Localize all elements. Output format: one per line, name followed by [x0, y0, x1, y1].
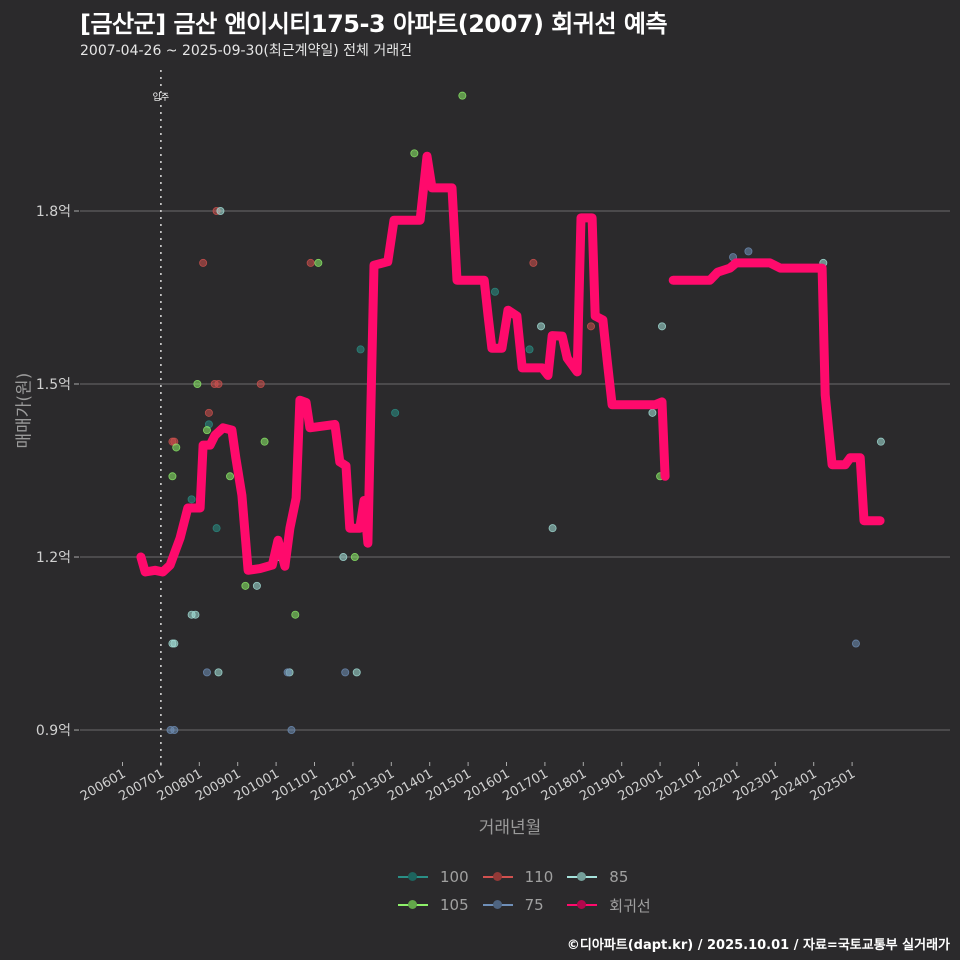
legend-swatch-icon — [482, 898, 513, 912]
point-110 — [529, 258, 538, 267]
point-110 — [256, 380, 265, 389]
legend-label: 100 — [440, 868, 469, 886]
point-105 — [314, 258, 323, 267]
point-100 — [525, 345, 534, 354]
scatter-points — [166, 91, 885, 735]
legend-item-85: 85 — [567, 866, 650, 888]
x-axis-label: 거래년월 — [478, 818, 542, 838]
footer-credit: ©디아파트(dapt.kr) / 2025.10.01 / 자료=국토교통부 실… — [566, 938, 950, 953]
regression-line-segment — [136, 151, 670, 577]
legend-item-회귀선: 회귀선 — [567, 894, 651, 916]
legend-item-75: 75 — [482, 894, 554, 916]
y-tick-label: 1.2억 — [36, 550, 71, 566]
point-85 — [352, 668, 361, 677]
move-in-annotation: 입주 — [153, 70, 170, 766]
point-105 — [172, 443, 181, 452]
point-110 — [306, 258, 315, 267]
legend-label: 110 — [524, 868, 554, 886]
legend-label: 회귀선 — [609, 896, 651, 915]
point-105 — [202, 426, 211, 435]
point-75 — [202, 668, 211, 677]
gridlines — [80, 210, 950, 731]
point-105 — [410, 149, 419, 158]
y-tick-label: 0.9억 — [36, 723, 71, 739]
point-85 — [548, 524, 557, 533]
legend-swatch-icon — [398, 870, 428, 884]
point-100 — [490, 287, 499, 296]
point-75 — [851, 639, 860, 648]
move-in-label: 입주 — [153, 91, 170, 103]
point-75 — [744, 247, 753, 256]
point-85 — [214, 668, 223, 677]
point-85 — [252, 581, 261, 590]
point-85 — [170, 639, 179, 648]
point-105 — [350, 553, 359, 562]
legend-swatch-icon — [567, 870, 598, 884]
y-tick-label: 1.8억 — [36, 204, 71, 220]
chart-subtitle: 2007-04-26 ~ 2025-09-30(최근계약일) 전체 거래건 — [80, 43, 412, 59]
point-105 — [168, 472, 177, 481]
point-105 — [458, 91, 467, 100]
point-100 — [212, 524, 221, 533]
regression-line-segment — [668, 258, 885, 526]
legend-swatch-icon — [398, 898, 428, 912]
point-100 — [187, 495, 196, 504]
legend-label: 75 — [524, 896, 544, 914]
legend-swatch-icon — [567, 898, 598, 912]
legend-label: 105 — [440, 896, 469, 914]
point-75 — [287, 726, 296, 735]
plot-area: 0.9억 1.2억 1.5억 1.8억 20060120070120080120090… — [36, 70, 950, 804]
point-85 — [648, 408, 657, 417]
y-axis-label: 매매가(원) — [14, 372, 35, 449]
point-105 — [291, 610, 300, 619]
point-85 — [658, 322, 667, 331]
point-85 — [339, 553, 348, 562]
point-110 — [199, 258, 208, 267]
point-100 — [356, 345, 365, 354]
point-75 — [283, 668, 292, 677]
legend: 100 110 85 105 75 회귀선 — [398, 866, 651, 916]
point-105 — [193, 380, 202, 389]
point-105 — [241, 581, 250, 590]
point-100 — [391, 408, 400, 417]
legend-swatch-icon — [482, 870, 513, 884]
y-axis-ticks: 0.9억 1.2억 1.5억 1.8억 — [36, 204, 79, 739]
point-105 — [226, 472, 235, 481]
legend-label: 85 — [609, 868, 629, 886]
point-105 — [260, 437, 269, 446]
x-axis-ticks: 2006012007012008012009012010012011012012… — [78, 762, 858, 804]
legend-item-110: 110 — [482, 866, 554, 888]
y-tick-label: 1.5억 — [36, 377, 71, 393]
point-75 — [341, 668, 350, 677]
point-110 — [214, 380, 223, 389]
point-110 — [586, 322, 595, 331]
point-85 — [216, 206, 225, 215]
point-85 — [537, 322, 546, 331]
point-110 — [204, 408, 213, 417]
legend-item-105: 105 — [398, 894, 469, 916]
point-75 — [170, 726, 179, 735]
chart-title: [금산군] 금산 앤이시티175-3 아파트(2007) 회귀선 예측 — [80, 10, 668, 38]
regression-line — [136, 151, 885, 577]
legend-item-100: 100 — [398, 866, 469, 888]
point-85 — [191, 610, 200, 619]
point-85 — [876, 437, 885, 446]
